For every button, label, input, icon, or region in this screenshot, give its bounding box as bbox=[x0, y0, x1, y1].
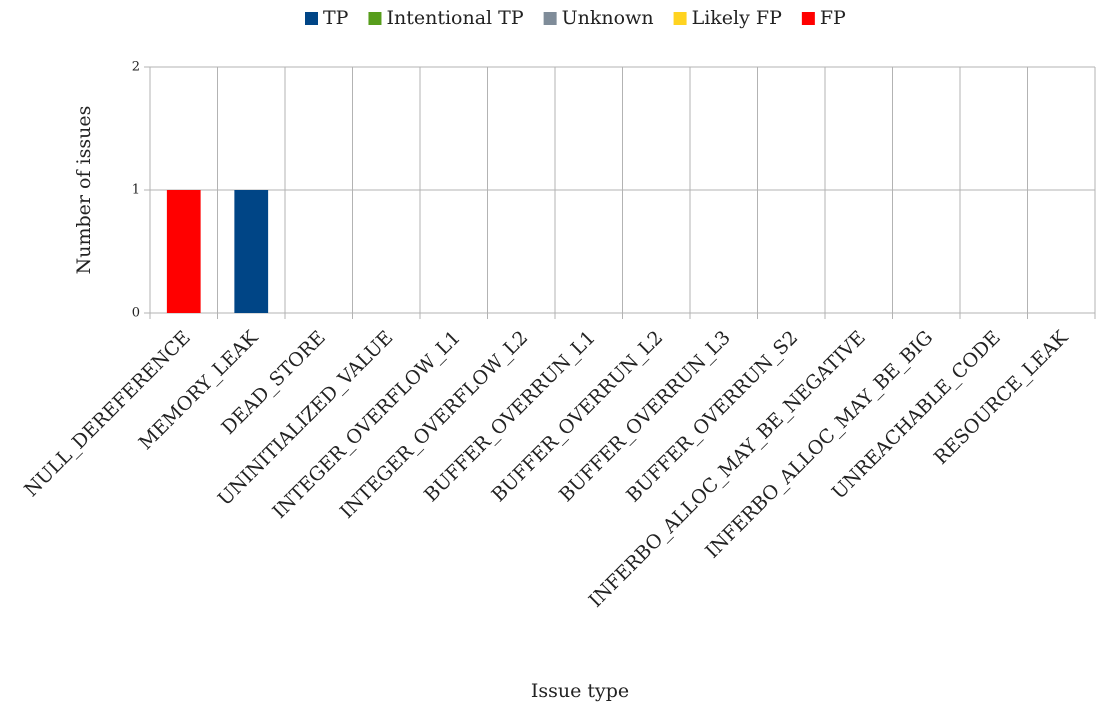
legend-label: Unknown bbox=[562, 7, 654, 29]
legend-label: TP bbox=[323, 7, 349, 29]
x-tick-label: MEMORY_LEAK bbox=[135, 326, 263, 454]
legend-label: Likely FP bbox=[692, 7, 782, 29]
legend-label: FP bbox=[820, 7, 846, 29]
y-axis-title: Number of issues bbox=[73, 106, 95, 275]
y-tick-label: 2 bbox=[132, 60, 140, 75]
y-tick-label: 0 bbox=[132, 306, 140, 321]
bar bbox=[234, 190, 269, 313]
legend-swatch bbox=[305, 12, 318, 25]
legend-swatch bbox=[368, 12, 382, 25]
x-tick-label: RESOURCE_LEAK bbox=[930, 326, 1073, 469]
y-tick-label: 1 bbox=[132, 183, 140, 198]
x-axis-title: Issue type bbox=[531, 680, 629, 702]
legend-swatch bbox=[543, 12, 557, 25]
legend-swatch bbox=[801, 12, 815, 25]
bar bbox=[166, 190, 201, 313]
legend-swatch bbox=[673, 12, 687, 25]
legend-label: Intentional TP bbox=[386, 7, 523, 29]
